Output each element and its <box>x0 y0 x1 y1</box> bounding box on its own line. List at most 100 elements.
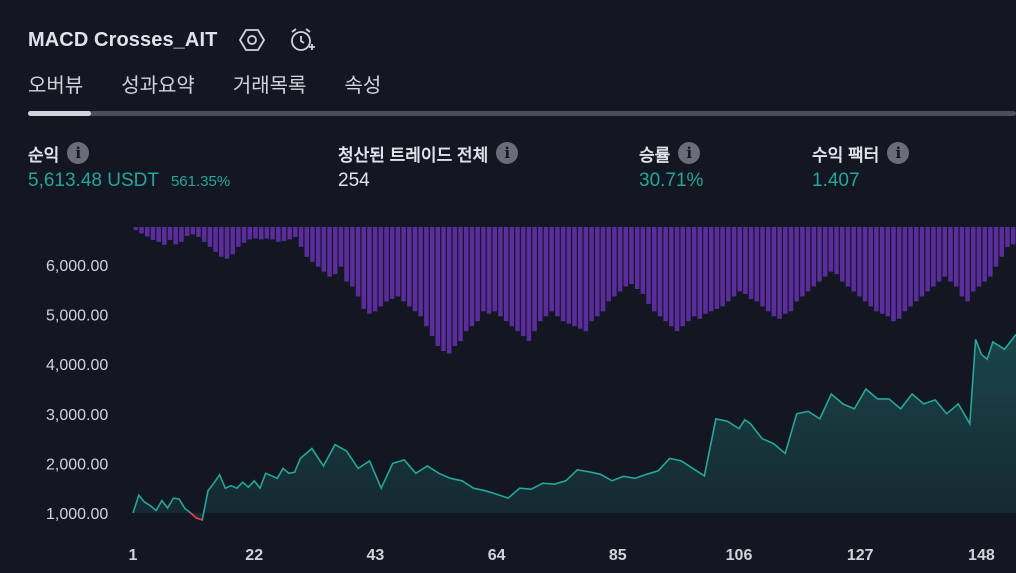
drawdown-bar <box>686 227 691 322</box>
metric-label: 승률 <box>639 145 671 165</box>
info-icon[interactable]: i <box>887 142 910 164</box>
drawdown-bar <box>338 227 344 267</box>
drawdown-bar <box>481 227 486 312</box>
metric-net-profit: 순익 i 5,613.48 USDT 561.35% <box>28 140 230 196</box>
drawdown-bar <box>555 227 560 317</box>
drawdown-bar <box>520 227 526 337</box>
info-icon[interactable]: i <box>496 142 519 164</box>
equity-chart[interactable]: 6,000.00 5,000.00 4,000.00 3,000.00 2,000.00… <box>0 222 1016 573</box>
tab-trade-list[interactable]: 거래목록 <box>232 75 307 97</box>
drawdown-bar <box>760 227 765 307</box>
drawdown-bar <box>942 227 948 277</box>
drawdown-bar <box>617 227 623 292</box>
drawdown-bar <box>355 227 361 297</box>
drawdown-bar <box>612 227 617 297</box>
drawdown-bar <box>600 227 606 312</box>
info-icon[interactable]: i <box>678 142 701 164</box>
drawdown-bar <box>572 227 577 327</box>
drawdown-bar <box>765 227 771 312</box>
drawdown-bar <box>646 227 651 304</box>
add-alert-clock-icon[interactable] <box>287 25 317 55</box>
drawdown-bar <box>498 227 503 317</box>
tab-overview[interactable]: 오버뷰 <box>28 75 84 97</box>
drawdown-bar <box>452 227 458 347</box>
equity-chart-svg: 6,000.00 5,000.00 4,000.00 3,000.00 2,000.00… <box>46 227 1016 564</box>
drawdown-bar <box>526 227 532 342</box>
drawdown-bar <box>253 227 258 239</box>
drawdown-bar <box>691 227 697 317</box>
drawdown-bar <box>583 227 589 332</box>
drawdown-bar <box>896 227 902 319</box>
drawdown-bar <box>783 227 788 314</box>
drawdown-bar <box>378 227 384 307</box>
drawdown-bar <box>953 227 959 287</box>
drawdown-bar <box>828 227 834 272</box>
drawdown-bar <box>595 227 600 317</box>
drawdown-bar <box>144 227 150 237</box>
drawdown-bar <box>315 227 321 267</box>
drawdown-bar <box>458 227 463 342</box>
drawdown-bar <box>150 227 156 240</box>
tab-properties[interactable]: 속성 <box>344 75 382 97</box>
x-tick-label: 64 <box>488 547 506 564</box>
drawdown-bar <box>549 227 554 312</box>
drawdown-bar <box>902 227 908 312</box>
drawdown-bar <box>811 227 817 287</box>
tab-performance-summary[interactable]: 성과요약 <box>121 75 195 97</box>
drawdown-bar <box>777 227 782 319</box>
drawdown-bar <box>680 227 685 327</box>
drawdown-bar <box>959 227 965 297</box>
y-tick-label: 1,000.00 <box>46 506 108 523</box>
drawdown-bar <box>857 227 862 297</box>
x-tick-label: 85 <box>609 547 627 564</box>
drawdown-bar <box>948 227 953 282</box>
drawdown-bar <box>879 227 885 314</box>
drawdown-bar <box>469 227 475 327</box>
x-tick-label: 148 <box>968 547 995 564</box>
y-tick-label: 6,000.00 <box>46 258 108 275</box>
drawdown-bar <box>663 227 668 322</box>
drawdown-bar <box>566 227 572 324</box>
x-tick-label: 106 <box>726 547 753 564</box>
drawdown-bar <box>446 227 452 354</box>
total-trades-value: 254 <box>338 170 370 191</box>
drawdown-bar <box>424 227 429 327</box>
drawdown-bar <box>418 227 423 317</box>
drawdown-bar <box>515 227 520 332</box>
drawdown-bar <box>634 227 640 289</box>
drawdown-bar <box>310 227 315 262</box>
drawdown-bar <box>697 227 703 319</box>
drawdown-bar <box>321 227 327 272</box>
drawdown-bar <box>674 227 680 332</box>
drawdown-bar <box>708 227 714 312</box>
drawdown-bar <box>743 227 748 294</box>
drawdown-bar <box>805 227 811 292</box>
drawdown-bar <box>350 227 355 287</box>
drawdown-bar <box>139 227 144 234</box>
drawdown-bar <box>891 227 896 322</box>
drawdown-bar <box>748 227 754 299</box>
settings-hex-icon[interactable] <box>237 25 267 55</box>
drawdown-bar <box>669 227 674 327</box>
drawdown-bar <box>1005 227 1010 247</box>
tab-scroll-track <box>28 111 1016 116</box>
drawdown-bar <box>173 227 178 245</box>
drawdown-bar <box>236 227 241 247</box>
drawdown-bar <box>560 227 566 322</box>
info-icon[interactable]: i <box>67 142 90 164</box>
drawdown-bar <box>287 227 292 240</box>
drawdown-bar <box>720 227 725 307</box>
drawdown-bar <box>794 227 799 302</box>
drawdown-bar <box>652 227 657 312</box>
drawdown-bar <box>657 227 663 317</box>
drawdown-bar <box>475 227 480 322</box>
drawdown-bar <box>577 227 583 329</box>
drawdown-bar <box>258 227 264 240</box>
drawdown-bar <box>914 227 919 302</box>
drawdown-bar <box>771 227 777 317</box>
metric-label: 청산된 트레이드 전체 <box>338 145 489 165</box>
net-profit-percent: 561.35% <box>170 173 231 190</box>
metric-total-trades: 청산된 트레이드 전체 i 254 <box>338 140 519 196</box>
drawdown-bar <box>788 227 794 312</box>
drawdown-bar <box>703 227 708 314</box>
